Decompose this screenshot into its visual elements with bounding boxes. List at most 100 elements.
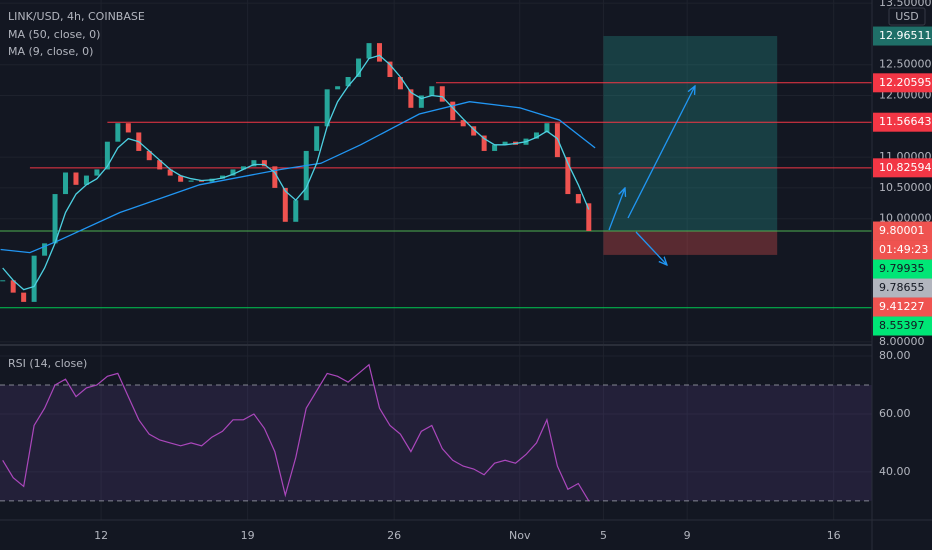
x-tick-label: Nov [509, 529, 531, 542]
candle [52, 194, 58, 244]
arrow[interactable] [627, 86, 695, 219]
candle [115, 123, 121, 142]
candle [188, 180, 194, 182]
unit-box[interactable] [888, 7, 926, 26]
price-tag-label: 12.20595 [879, 76, 932, 89]
y-tick-label: 8.00000 [879, 335, 925, 348]
position-target-zone [603, 36, 778, 232]
candle [10, 280, 16, 293]
candle [178, 175, 184, 182]
legend-entry: RSI (14, close) [8, 357, 87, 370]
price-tag [873, 316, 932, 336]
candle [146, 150, 152, 161]
y-tick-label: 10.00000 [879, 212, 932, 225]
y-tick-label: 80.00 [879, 349, 911, 362]
candle [356, 58, 362, 78]
candle [21, 292, 27, 302]
legend-entry: MA (9, close, 0) [8, 45, 93, 58]
candle [220, 175, 226, 179]
y-tick-label: 13.50000 [879, 0, 932, 9]
candle [303, 150, 309, 201]
arrow[interactable] [608, 188, 625, 231]
time-axis [0, 520, 872, 550]
candle [460, 120, 466, 127]
candle [314, 126, 320, 151]
candle [502, 141, 508, 145]
candle [575, 194, 581, 204]
candle [157, 160, 163, 170]
candle [439, 86, 445, 102]
candle [345, 77, 351, 87]
candle [366, 43, 372, 59]
candle [251, 160, 257, 167]
price-tag [873, 278, 932, 298]
price-tag [873, 259, 932, 279]
candle [125, 123, 131, 133]
candle [387, 61, 393, 78]
candle [0, 280, 6, 282]
moving-average [0, 101, 596, 254]
y-tick-label: 40.00 [879, 465, 911, 478]
candle [335, 86, 341, 90]
candle [261, 160, 267, 167]
y-tick-label: 60.00 [879, 407, 911, 420]
candle [63, 172, 69, 195]
candle [408, 89, 414, 108]
price-tag-label: 9.79935 [879, 262, 925, 275]
candle [293, 200, 299, 222]
y-tick-label: 10.50000 [879, 181, 932, 194]
rsi-band [0, 384, 872, 501]
axis-labels: 12 19 26 Nov 5 9 168.0000010.0000010.5000011.0… [8, 0, 932, 542]
x-tick-label: 12 [94, 529, 108, 542]
price-tag-label: 9.41227 [879, 300, 925, 313]
price-tag-label: 8.55397 [879, 319, 925, 332]
candle [324, 89, 330, 127]
price-tag-label: 12.96511 [879, 29, 932, 42]
candle [481, 135, 487, 151]
candle [94, 169, 100, 176]
countdown-label: 01:49:23 [879, 243, 928, 256]
arrow[interactable] [635, 231, 667, 265]
candle [492, 144, 498, 151]
candle [83, 175, 89, 185]
candle [376, 43, 382, 62]
price-tag [873, 112, 932, 132]
candle [450, 101, 456, 121]
price-tag [873, 221, 932, 241]
legend-entry: MA (50, close, 0) [8, 28, 100, 41]
grid [0, 0, 872, 520]
candle [167, 169, 173, 176]
price-tag-label: 10.82594 [879, 161, 932, 174]
candle [429, 86, 435, 96]
candle [418, 95, 424, 108]
price-tag [873, 158, 932, 178]
plot [0, 36, 872, 502]
candle [282, 187, 288, 222]
price-tag [873, 297, 932, 317]
candle [533, 132, 539, 139]
price-tag [873, 26, 932, 46]
moving-average [2, 54, 590, 291]
candle [230, 169, 236, 176]
x-tick-label: 19 [241, 529, 255, 542]
candle [272, 166, 278, 188]
candle [73, 172, 79, 185]
symbol-title: LINK/USD, 4h, COINBASE [8, 10, 145, 23]
countdown-tag [873, 240, 932, 260]
candle [104, 141, 110, 170]
unit-label[interactable]: USD [895, 10, 919, 23]
drawings[interactable] [608, 86, 695, 265]
price-tag-label: 9.78655 [879, 281, 925, 294]
candle [586, 203, 592, 232]
x-tick-label: 9 [684, 529, 691, 542]
candle [42, 243, 48, 256]
candle [471, 126, 477, 136]
x-tick-label: 16 [827, 529, 841, 542]
price-tag-label: 11.56643 [879, 115, 932, 128]
y-tick-label: 12.50000 [879, 58, 932, 71]
price-tag [873, 73, 932, 93]
candle [31, 255, 37, 302]
candle [240, 166, 246, 170]
